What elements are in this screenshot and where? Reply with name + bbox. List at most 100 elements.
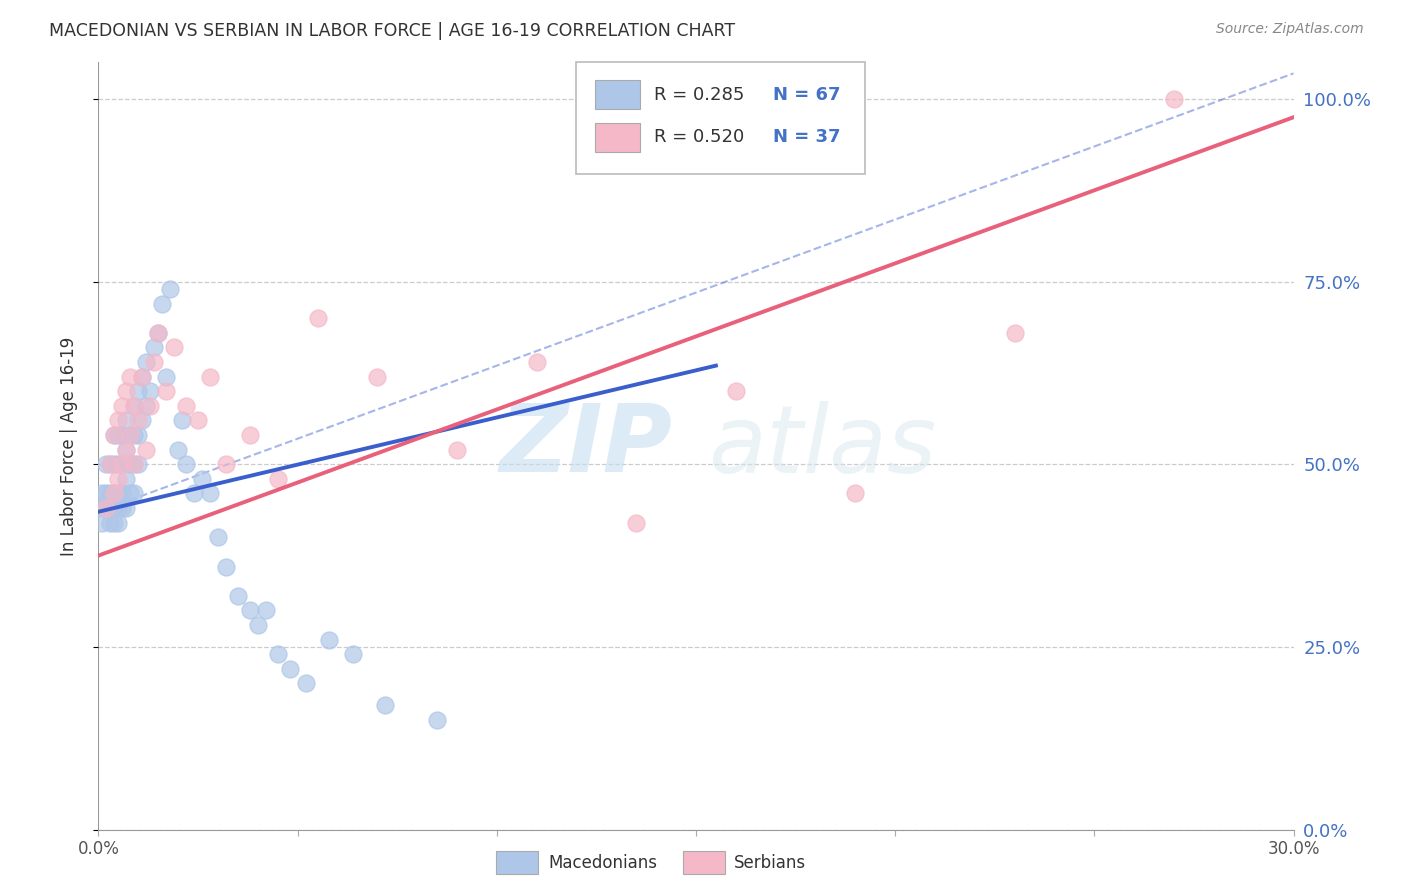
Point bbox=[278, 662, 301, 676]
Point bbox=[191, 472, 214, 486]
Point bbox=[91, 501, 114, 516]
Point bbox=[103, 486, 125, 500]
Point bbox=[120, 428, 142, 442]
Point bbox=[294, 676, 316, 690]
Point bbox=[207, 530, 229, 544]
Point bbox=[107, 516, 129, 530]
Point bbox=[98, 501, 122, 516]
Point bbox=[127, 428, 149, 442]
Text: ZIP: ZIP bbox=[499, 400, 672, 492]
Point bbox=[446, 442, 468, 457]
Point bbox=[1004, 326, 1026, 340]
Point bbox=[96, 457, 118, 471]
Point bbox=[103, 428, 125, 442]
Text: N = 67: N = 67 bbox=[773, 86, 841, 103]
Point bbox=[183, 486, 205, 500]
Point bbox=[103, 501, 125, 516]
Point bbox=[167, 442, 190, 457]
Point bbox=[342, 647, 364, 661]
Point bbox=[103, 457, 125, 471]
Point bbox=[98, 457, 122, 471]
Point bbox=[215, 457, 238, 471]
Point bbox=[115, 413, 138, 427]
Point bbox=[98, 486, 122, 500]
Point bbox=[96, 501, 118, 516]
Point bbox=[111, 457, 134, 471]
Point bbox=[135, 355, 157, 369]
Point bbox=[239, 428, 262, 442]
Point bbox=[155, 369, 177, 384]
Point bbox=[246, 618, 269, 632]
Point bbox=[148, 326, 170, 340]
Text: Macedonians: Macedonians bbox=[548, 854, 658, 871]
Point bbox=[115, 442, 138, 457]
Point bbox=[107, 457, 129, 471]
Point bbox=[124, 457, 146, 471]
Point bbox=[96, 501, 118, 516]
Point bbox=[267, 647, 290, 661]
Point bbox=[155, 384, 177, 399]
Point bbox=[267, 472, 290, 486]
Text: Serbians: Serbians bbox=[734, 854, 806, 871]
Point bbox=[111, 399, 134, 413]
Text: MACEDONIAN VS SERBIAN IN LABOR FORCE | AGE 16-19 CORRELATION CHART: MACEDONIAN VS SERBIAN IN LABOR FORCE | A… bbox=[49, 22, 735, 40]
Point bbox=[1163, 92, 1185, 106]
Point bbox=[91, 486, 114, 500]
Point bbox=[107, 472, 129, 486]
Point bbox=[124, 428, 146, 442]
Point bbox=[143, 355, 166, 369]
Point bbox=[111, 501, 134, 516]
Point bbox=[318, 632, 340, 647]
Point bbox=[135, 399, 157, 413]
Point bbox=[139, 384, 162, 399]
Point bbox=[198, 486, 221, 500]
Point bbox=[139, 399, 162, 413]
Point bbox=[96, 486, 118, 500]
Point bbox=[127, 384, 149, 399]
Point bbox=[174, 457, 197, 471]
Y-axis label: In Labor Force | Age 16-19: In Labor Force | Age 16-19 bbox=[59, 336, 77, 556]
Point bbox=[172, 413, 194, 427]
Point bbox=[120, 369, 142, 384]
Point bbox=[111, 457, 134, 471]
Point bbox=[131, 369, 153, 384]
Text: R = 0.285: R = 0.285 bbox=[654, 86, 744, 103]
Point bbox=[135, 442, 157, 457]
Point bbox=[120, 428, 142, 442]
Point bbox=[111, 486, 134, 500]
Text: Source: ZipAtlas.com: Source: ZipAtlas.com bbox=[1216, 22, 1364, 37]
Text: N = 37: N = 37 bbox=[773, 128, 841, 146]
Point bbox=[103, 516, 125, 530]
Point bbox=[115, 384, 138, 399]
Point bbox=[307, 311, 329, 326]
Point bbox=[111, 428, 134, 442]
Point bbox=[187, 413, 209, 427]
Point bbox=[159, 282, 181, 296]
Point bbox=[131, 413, 153, 427]
Point bbox=[115, 501, 138, 516]
Point bbox=[91, 516, 114, 530]
Point bbox=[626, 516, 648, 530]
Point bbox=[143, 340, 166, 354]
Point bbox=[366, 369, 388, 384]
Point bbox=[127, 457, 149, 471]
Point bbox=[127, 413, 149, 427]
Point bbox=[163, 340, 186, 354]
Point bbox=[526, 355, 548, 369]
Point bbox=[103, 428, 125, 442]
Text: R = 0.520: R = 0.520 bbox=[654, 128, 744, 146]
Point bbox=[107, 501, 129, 516]
Point bbox=[115, 472, 138, 486]
Point bbox=[107, 486, 129, 500]
Point bbox=[174, 399, 197, 413]
Point bbox=[148, 326, 170, 340]
Point bbox=[239, 603, 262, 617]
Point bbox=[131, 369, 153, 384]
Point bbox=[426, 713, 449, 727]
Point bbox=[198, 369, 221, 384]
Point bbox=[124, 486, 146, 500]
Point bbox=[724, 384, 747, 399]
Point bbox=[254, 603, 277, 617]
Point bbox=[103, 486, 125, 500]
Text: atlas: atlas bbox=[709, 401, 936, 491]
